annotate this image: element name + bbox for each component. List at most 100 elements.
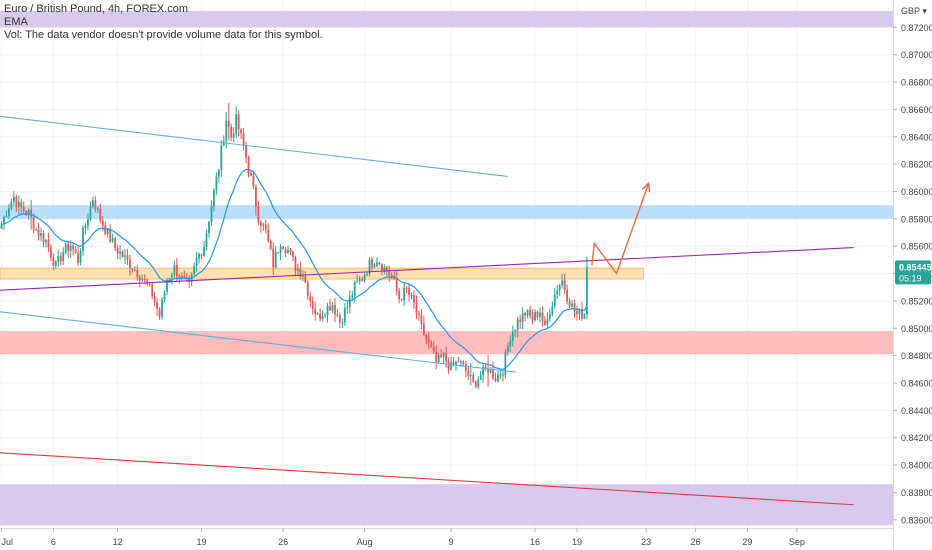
candle-body (57, 255, 60, 262)
candle-body (492, 368, 494, 379)
candle-body (183, 275, 186, 278)
candle (427, 332, 430, 350)
candle-body (171, 274, 173, 279)
candle-body (62, 252, 65, 262)
candle-body (32, 216, 35, 230)
candle (52, 253, 55, 271)
candle (269, 239, 272, 250)
candle-body (531, 315, 534, 321)
candle (272, 242, 275, 276)
candle (413, 290, 415, 309)
top-purple-zone (0, 10, 893, 28)
candle-body (284, 249, 287, 254)
candle-body (72, 245, 75, 250)
candle-body (361, 279, 364, 281)
candle (474, 380, 477, 389)
candle (432, 341, 435, 354)
candle-body (247, 157, 250, 173)
candle (516, 316, 519, 338)
candle (213, 188, 215, 212)
candle (524, 311, 527, 322)
candle (534, 309, 536, 322)
candle (410, 292, 413, 300)
candle-body (94, 200, 97, 210)
candle (225, 112, 228, 149)
candle (361, 276, 364, 282)
candle-body (425, 334, 428, 340)
candle-body (395, 278, 398, 291)
candle-body (571, 303, 573, 307)
candle-body (27, 209, 30, 215)
price-tick-label: 0.83600 (901, 515, 932, 525)
candle-body (267, 230, 270, 242)
candle (240, 128, 242, 139)
candle-body (585, 266, 588, 315)
candle-body (282, 246, 284, 250)
candle-body (336, 314, 339, 316)
candle (138, 274, 141, 288)
candle-body (516, 319, 519, 330)
candle (321, 310, 324, 322)
candle-body (390, 275, 393, 277)
candle (531, 309, 534, 325)
chart-grid (0, 0, 893, 528)
candle (494, 372, 497, 382)
symbol-title[interactable]: Euro / British Pound, 4h, FOREX.com (4, 3, 189, 15)
time-axis[interactable]: Jul 6 12 19 26 Aug 9 16 19 23 26 29 Sep (0, 528, 893, 550)
candle-body (200, 254, 203, 256)
candle-body (546, 318, 549, 325)
candle (277, 252, 280, 254)
price-badge-countdown: 05:19 (899, 273, 922, 283)
candle-body (371, 259, 373, 268)
candle-body (502, 374, 504, 376)
candle-body (87, 219, 89, 226)
candle-body (54, 261, 57, 266)
candle-body (573, 303, 576, 312)
candle-body (432, 347, 435, 352)
candle-body (430, 342, 433, 348)
candle-body (151, 284, 154, 297)
candle-body (84, 225, 87, 228)
candle-body (415, 302, 418, 314)
candle (311, 296, 314, 315)
candle-body (469, 375, 472, 377)
candle-body (400, 299, 403, 301)
candle-body (464, 364, 467, 371)
candle (129, 254, 131, 276)
candle-body (255, 186, 257, 207)
candle (301, 270, 304, 282)
candle-body (161, 299, 163, 317)
candle-body (316, 313, 319, 315)
candle (89, 201, 92, 222)
candle-body (203, 247, 205, 256)
candle (17, 195, 20, 214)
candle (161, 297, 163, 320)
price-tick-label: 0.85200 (901, 296, 932, 306)
candle-body (35, 229, 37, 231)
candle (348, 290, 351, 314)
candle (111, 233, 114, 243)
candle (133, 265, 136, 272)
candle-body (311, 301, 314, 309)
candle-body (506, 346, 509, 353)
ema-indicator-label[interactable]: EMA (4, 16, 28, 28)
candle (195, 252, 198, 272)
candle-body (91, 200, 94, 207)
candle (576, 305, 578, 321)
candle (148, 283, 151, 287)
trend-lines-layer (0, 115, 854, 506)
candle (440, 348, 443, 359)
candle (37, 222, 40, 241)
currency-selector[interactable]: GBP ▾ (901, 6, 927, 16)
price-tick-label: 0.84000 (901, 461, 932, 471)
candle-body (450, 362, 452, 370)
candle (15, 194, 18, 213)
candle-body (138, 277, 141, 281)
candle (151, 282, 154, 300)
candle-body (346, 307, 349, 309)
candle (309, 292, 312, 308)
candle (326, 302, 329, 323)
candle (25, 210, 28, 217)
candle-body (133, 270, 136, 272)
